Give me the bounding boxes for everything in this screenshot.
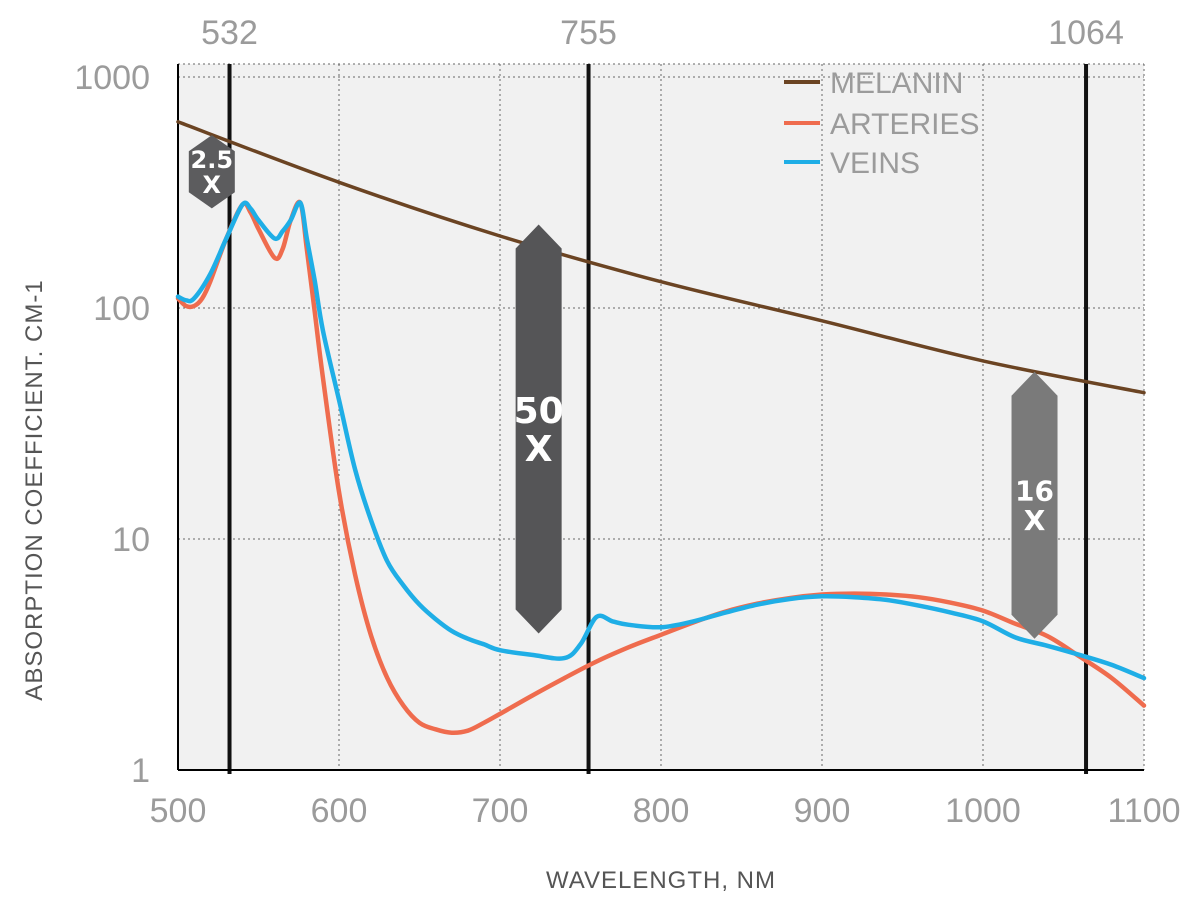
series-lines xyxy=(175,120,1147,735)
y-tick-label-10: 10 xyxy=(112,521,150,559)
x-tick-label-500: 500 xyxy=(150,792,207,830)
ratio-badge-1 xyxy=(515,224,562,634)
x-tick-label-900: 900 xyxy=(794,792,851,830)
tick-labels: 500 600 700 800 900 1000 1100 1 10 100 1000 532 755 1… xyxy=(74,14,1180,830)
top-tick-label-532: 532 xyxy=(201,14,258,52)
legend-label-melanin: MELANIN xyxy=(830,67,963,100)
x-tick-label-700: 700 xyxy=(472,792,529,830)
ratio-badge-0-text-0: 2.5 xyxy=(191,146,234,174)
ratio-badge-2-text-0: 16 xyxy=(1015,475,1054,508)
ratio-badge-0-text-1: X xyxy=(203,171,222,199)
y-tick-label-100: 100 xyxy=(93,290,150,328)
x-tick-label-1000: 1000 xyxy=(945,792,1021,830)
legend-label-arteries: ARTERIES xyxy=(830,108,980,141)
ratio-badge-2-text-1: X xyxy=(1024,504,1046,537)
ratio-badge-2 xyxy=(1011,371,1058,639)
ratio-badge-0 xyxy=(188,135,235,209)
axes xyxy=(177,64,1144,771)
y-tick-label-1: 1 xyxy=(131,752,150,790)
x-tick-label-800: 800 xyxy=(633,792,690,830)
ratio-badge-1-text-0: 50 xyxy=(514,391,564,432)
series-line-arteries xyxy=(175,199,1147,735)
ratio-badge-1-text-1: X xyxy=(525,429,553,470)
x-tick-label-600: 600 xyxy=(311,792,368,830)
legend-label-veins: VEINS xyxy=(830,147,920,180)
y-tick-label-1000: 1000 xyxy=(74,59,150,97)
x-axis-title: WAVELENGTH, NM xyxy=(546,867,776,894)
series-line-veins xyxy=(175,200,1147,681)
top-tick-label-755: 755 xyxy=(560,14,617,52)
series-line-melanin xyxy=(176,120,1146,395)
y-axis-title: ABSORPTION COEFFICIENT. CM-1 xyxy=(21,279,48,700)
x-tick-label-1100: 1100 xyxy=(1107,792,1180,830)
top-tick-label-1064: 1064 xyxy=(1048,14,1124,52)
legend: MELANIN ARTERIES VEINS xyxy=(784,67,980,180)
